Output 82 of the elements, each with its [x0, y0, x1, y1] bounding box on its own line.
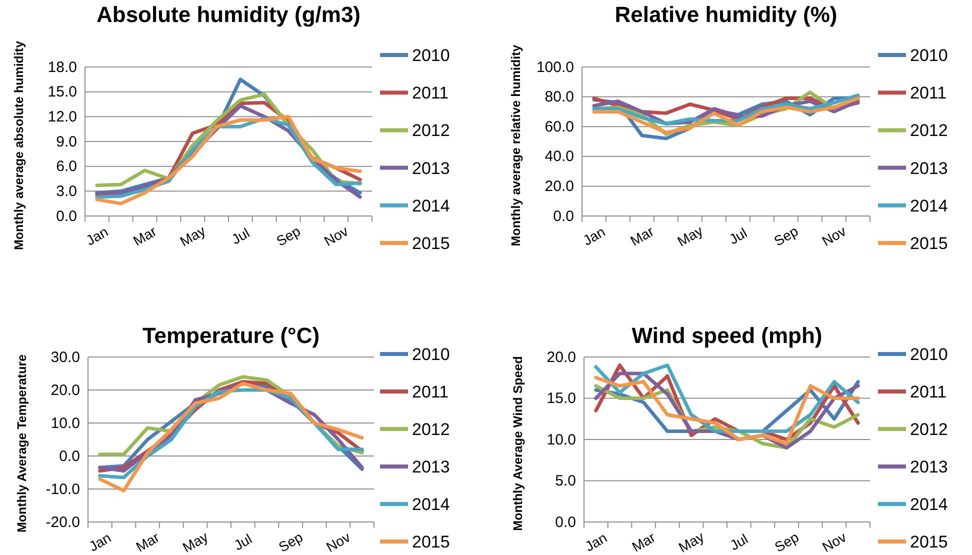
- chart-title: Wind speed (mph): [632, 323, 822, 348]
- x-tick-label: Jul: [726, 224, 750, 248]
- x-tick-label: Jul: [231, 530, 255, 554]
- y-tick-label: 60.0: [544, 118, 574, 136]
- legend-label: 2012: [910, 420, 948, 439]
- x-tick-label: May: [676, 528, 707, 555]
- y-tick-label: 15.0: [48, 84, 77, 101]
- legend-label: 2014: [910, 196, 948, 216]
- legend-label: 2014: [910, 495, 948, 514]
- y-tick-label: 18.0: [48, 58, 77, 76]
- legend-label: 2013: [412, 458, 450, 476]
- legend-label: 2013: [910, 458, 948, 476]
- y-tick-label: 20.0: [544, 178, 574, 195]
- legend-label: 2012: [910, 121, 948, 140]
- y-tick-label: 6.0: [56, 158, 77, 176]
- legend-label: 2013: [910, 158, 948, 178]
- x-tick-label: Jan: [83, 223, 111, 248]
- y-tick-label: 5.0: [555, 472, 576, 490]
- x-tick-label: Mar: [133, 528, 162, 555]
- legend-label: 2014: [412, 196, 450, 216]
- line-series: [592, 94, 860, 126]
- legend-label: 2015: [910, 532, 948, 552]
- y-axis-title: Monthly Average Temperature: [15, 354, 29, 533]
- y-tick-label: -20.0: [46, 514, 80, 531]
- x-tick-label: Jul: [228, 224, 252, 248]
- x-tick-label: May: [180, 528, 211, 555]
- y-tick-label: 0.0: [553, 208, 574, 225]
- x-tick-label: Sep: [772, 528, 802, 555]
- line-series: [98, 382, 364, 492]
- x-tick-label: Nov: [819, 222, 849, 250]
- legend-label: 2014: [412, 495, 450, 514]
- legend-label: 2015: [412, 234, 450, 253]
- x-tick-label: Mar: [628, 222, 657, 249]
- y-tick-label: 9.0: [56, 133, 77, 150]
- x-tick-label: Jan: [580, 223, 608, 248]
- x-tick-label: Sep: [771, 222, 801, 250]
- x-tick-label: May: [177, 222, 208, 250]
- legend-label: 2010: [910, 345, 948, 364]
- y-axis-title: Monthly Average Wind Speed: [511, 356, 525, 531]
- y-tick-label: 30.0: [50, 348, 80, 366]
- x-tick-label: Jan: [86, 529, 114, 554]
- y-tick-label: 20.0: [546, 348, 576, 366]
- y-axis-title: Monthly average relative humidity: [509, 44, 523, 246]
- chart-title: Absolute humidity (g/m3): [96, 2, 360, 27]
- x-tick-label: Jan: [582, 529, 610, 554]
- y-tick-label: 80.0: [544, 88, 574, 106]
- legend-label: 2012: [412, 420, 450, 439]
- x-tick-label: May: [674, 222, 706, 250]
- y-tick-label: 3.0: [56, 182, 77, 200]
- x-tick-label: Mar: [629, 528, 658, 555]
- legend-label: 2011: [412, 382, 449, 402]
- legend-label: 2010: [412, 46, 450, 65]
- x-tick-label: Mar: [130, 222, 160, 249]
- y-tick-label: 15.0: [546, 390, 576, 408]
- y-tick-label: -10.0: [46, 480, 80, 498]
- legend-label: 2010: [412, 345, 450, 364]
- x-tick-label: Nov: [323, 528, 353, 555]
- y-tick-label: 0.0: [555, 514, 576, 531]
- legend-label: 2015: [910, 234, 948, 253]
- y-tick-label: 10.0: [546, 431, 576, 448]
- y-axis-title: Monthly average absolute humidity: [12, 40, 26, 250]
- chart-title: Relative humidity (%): [614, 2, 838, 27]
- y-tick-label: 12.0: [48, 108, 77, 126]
- x-tick-label: Sep: [273, 222, 304, 250]
- y-tick-label: 10.0: [50, 414, 80, 432]
- legend-label: 2013: [412, 158, 450, 178]
- legend-label: 2015: [412, 532, 450, 552]
- chart-title: Temperature (°C): [142, 323, 320, 348]
- legend-label: 2011: [910, 84, 947, 103]
- legend-label: 2011: [910, 382, 947, 402]
- y-tick-label: 100.0: [536, 58, 574, 76]
- y-tick-label: 0.0: [56, 208, 77, 225]
- legend-label: 2010: [910, 46, 948, 65]
- x-tick-label: Nov: [321, 222, 351, 250]
- x-tick-label: Sep: [276, 528, 306, 555]
- x-tick-label: Nov: [819, 528, 849, 555]
- legend-label: 2011: [412, 84, 449, 103]
- legend-label: 2012: [412, 121, 450, 140]
- y-tick-label: 20.0: [50, 382, 80, 399]
- y-tick-label: 0.0: [59, 448, 80, 465]
- y-tick-label: 40.0: [544, 148, 574, 166]
- x-tick-label: Jul: [727, 530, 751, 554]
